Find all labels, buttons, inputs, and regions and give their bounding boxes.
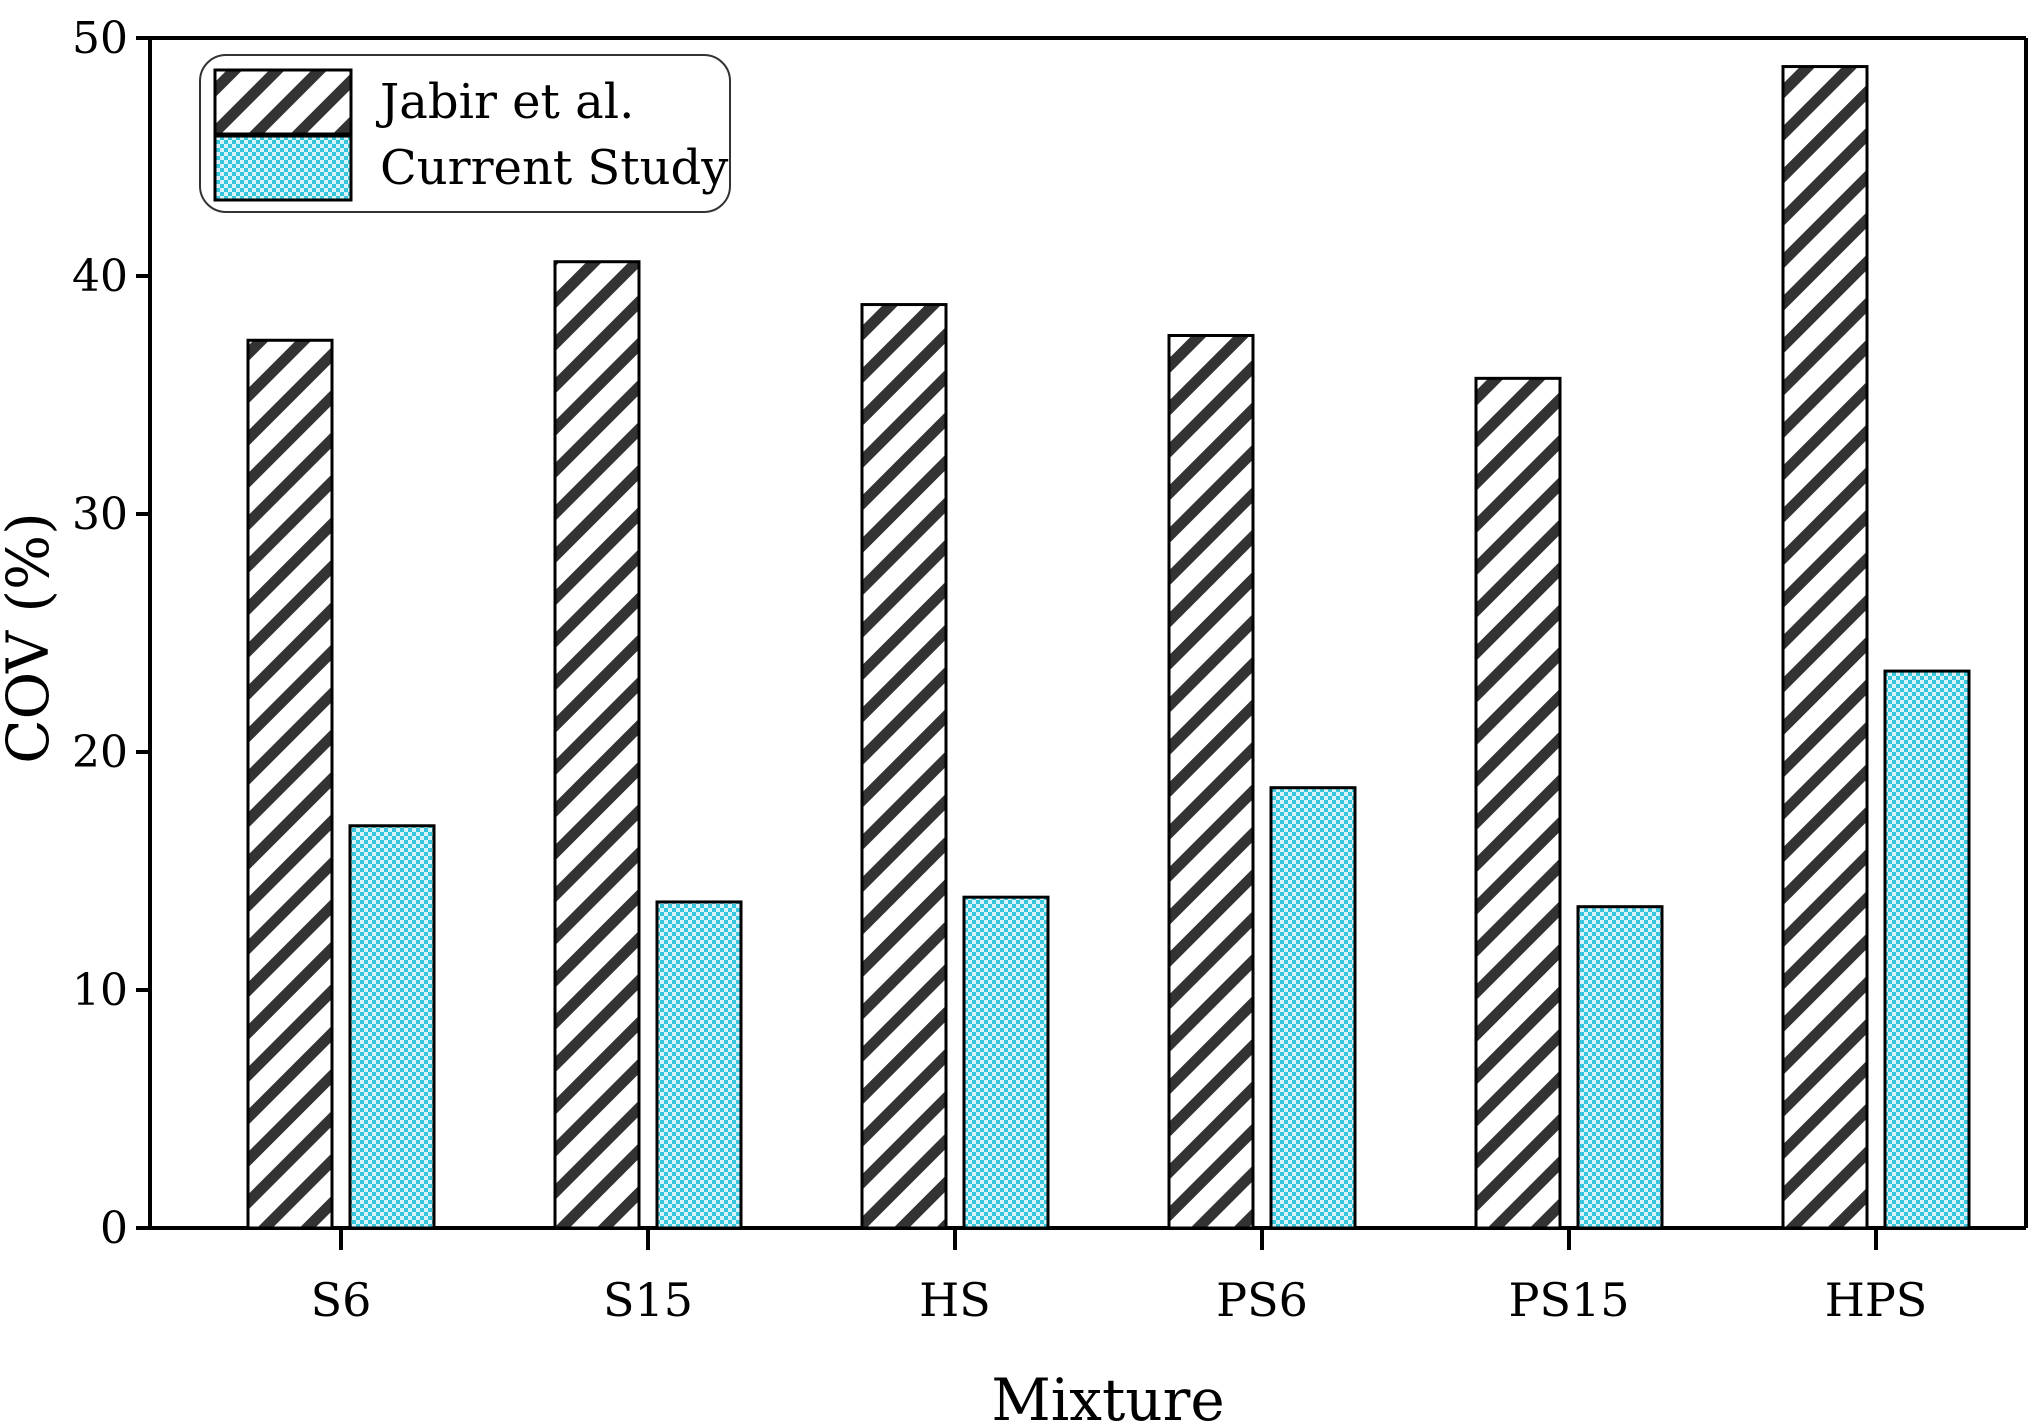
bar-current-study-hps: [1883, 669, 1971, 1230]
y-tick-label: 40: [72, 251, 128, 302]
y-axis: 0 10 20 30 40 50: [72, 13, 152, 1254]
legend-label-current: Current Study: [380, 140, 728, 196]
y-axis-title: COV (%): [0, 512, 62, 764]
bar-current-study-s6: [348, 824, 436, 1230]
bar-jabir-s6: [246, 338, 334, 1230]
bar-current-study-hs: [962, 895, 1050, 1230]
y-tick-label: 20: [72, 727, 128, 778]
bar-current-study-ps6: [1269, 786, 1357, 1230]
bar-current-study-s15: [655, 900, 743, 1230]
legend-swatch-current: [213, 134, 353, 202]
bar-current-study-ps15: [1576, 905, 1664, 1230]
x-tick-label: HPS: [1825, 1273, 1928, 1327]
y-tick-label: 10: [72, 965, 128, 1016]
x-tick-label: S15: [603, 1273, 693, 1327]
x-axis-title: Mixture: [991, 1366, 1224, 1428]
y-tick-label: 0: [100, 1203, 128, 1254]
legend: Jabir et al. Current Study: [199, 54, 731, 213]
x-axis: S6 S15 HS PS6 PS15 HPS: [150, 1226, 2026, 1327]
y-tick-label: 50: [72, 13, 128, 64]
bar-jabir-hs: [860, 303, 948, 1230]
legend-swatch-jabir: [213, 68, 353, 136]
legend-label-jabir: Jabir et al.: [375, 74, 634, 130]
bar-jabir-s15: [553, 260, 641, 1230]
y-tick-label: 30: [72, 489, 128, 540]
bars: [246, 65, 1971, 1230]
x-tick-label: PS6: [1216, 1273, 1308, 1327]
plot-frame: [150, 36, 2028, 1228]
x-tick-label: S6: [311, 1273, 372, 1327]
bar-jabir-ps15: [1474, 376, 1562, 1230]
bar-jabir-ps6: [1167, 334, 1255, 1230]
x-tick-label: PS15: [1509, 1273, 1630, 1327]
bar-jabir-hps: [1781, 65, 1869, 1230]
x-tick-label: HS: [919, 1273, 991, 1327]
